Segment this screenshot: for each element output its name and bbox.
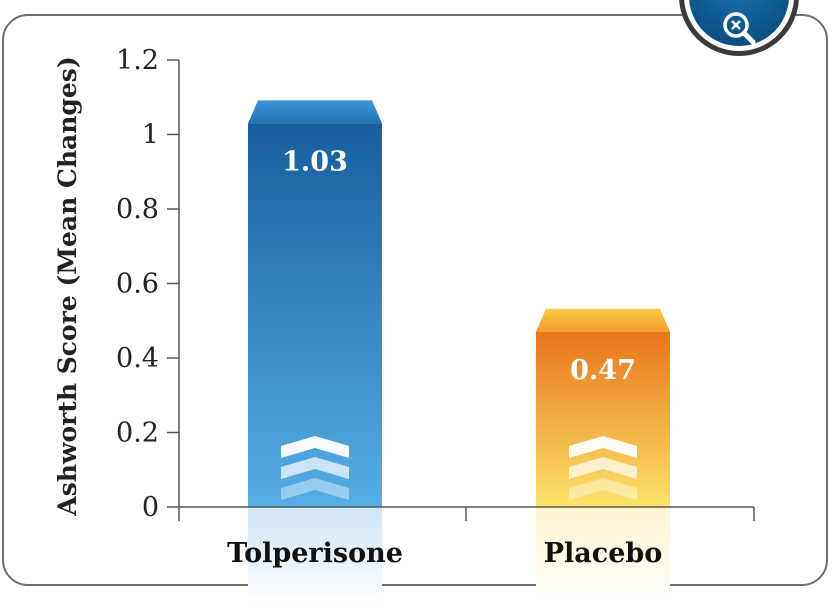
zoom-button[interactable] bbox=[677, 0, 801, 62]
y-tick-label: 0.6 bbox=[116, 269, 159, 300]
bar-reflection bbox=[536, 507, 670, 607]
zoom-out-icon bbox=[723, 12, 756, 45]
bar-value-label: 0.47 bbox=[570, 355, 636, 386]
y-tick-label: 1 bbox=[142, 120, 159, 151]
y-axis-title: Ashworth Score (Mean Changes) bbox=[53, 56, 82, 516]
bar-body bbox=[536, 331, 670, 507]
bar-body bbox=[248, 123, 382, 507]
chart-card bbox=[2, 14, 828, 586]
bar-value-label: 1.03 bbox=[282, 146, 348, 177]
bar-tolperisone: 1.03 bbox=[248, 100, 382, 607]
bar-cap bbox=[248, 100, 382, 124]
bar-placebo: 0.47 bbox=[536, 308, 670, 607]
x-category-label: Tolperisone bbox=[227, 538, 403, 569]
y-tick-label: 0.2 bbox=[116, 418, 159, 449]
category-labels: Tolperisone Placebo bbox=[227, 538, 662, 569]
y-tick-label: 1.2 bbox=[116, 45, 159, 76]
y-tick-label: 0.4 bbox=[116, 343, 159, 374]
bar-reflection bbox=[248, 507, 382, 607]
x-category-label: Placebo bbox=[544, 538, 663, 569]
bars: 1.03 0.47 bbox=[248, 100, 670, 607]
axes bbox=[178, 60, 755, 521]
bar-cap bbox=[536, 308, 670, 332]
y-tick-label: 0.8 bbox=[116, 194, 159, 225]
chevron-up-icon bbox=[281, 436, 349, 500]
chevron-up-icon bbox=[569, 436, 637, 500]
y-axis-ticks: 0 0.2 0.4 0.6 0.8 1 1.2 bbox=[116, 45, 179, 523]
y-tick-label: 0 bbox=[142, 492, 159, 523]
